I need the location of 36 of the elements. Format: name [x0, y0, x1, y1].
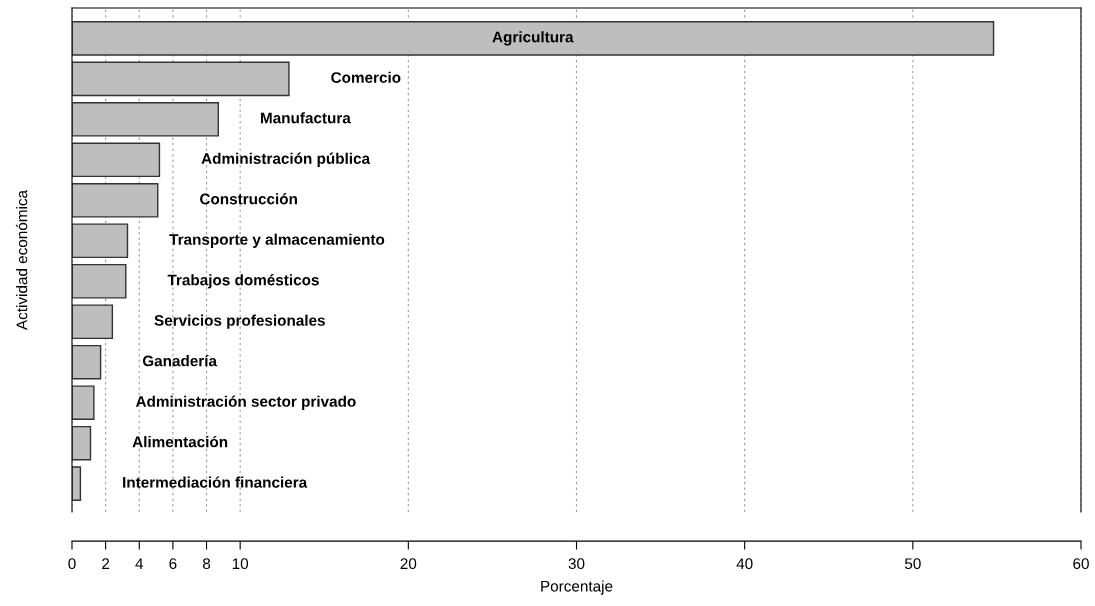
bar — [72, 21, 995, 56]
x-tick-label: 2 — [102, 558, 110, 569]
y-tick-label: Ganadería — [142, 354, 218, 367]
x-tick-label: 0 — [68, 558, 76, 570]
bar — [72, 344, 102, 380]
bar — [72, 223, 129, 259]
x-tick-label: 10 — [232, 558, 249, 570]
bar — [72, 425, 92, 461]
x-tick-label: 4 — [135, 558, 144, 569]
x-tick-label: 50 — [904, 558, 921, 570]
y-tick-label: Manufactura — [260, 112, 351, 124]
bar — [72, 102, 219, 137]
x-tick-label: 30 — [568, 558, 585, 570]
y-axis-title: Actividad económica — [15, 189, 28, 331]
y-tick-label: Comercio — [331, 71, 401, 83]
y-tick-label: Agricultura — [492, 31, 574, 46]
x-tick-label: 6 — [169, 558, 177, 570]
y-tick-label: Servicios profesionales — [154, 314, 325, 329]
y-tick-label: Administración pública — [201, 152, 371, 167]
bar — [72, 61, 290, 97]
y-tick-label: Administración sector privado — [135, 395, 356, 410]
bar — [72, 263, 127, 299]
y-tick-label: Intermediación financiera — [123, 476, 308, 488]
bar — [72, 304, 114, 340]
x-tick-label: 60 — [1073, 558, 1089, 570]
bar — [72, 385, 95, 420]
bar — [72, 182, 159, 218]
y-tick-label: Alimentación — [132, 435, 228, 448]
x-tick-label: 8 — [202, 558, 211, 570]
x-tick-label: 40 — [736, 558, 753, 570]
x-tick-label: 20 — [400, 558, 417, 570]
x-axis-title: Porcentaje — [541, 580, 613, 595]
bar — [72, 142, 161, 178]
y-tick-label: Construcción — [200, 193, 297, 205]
y-tick-label: Trabajos domésticos — [167, 274, 319, 289]
y-tick-label: Transporte y almacenamiento — [169, 233, 385, 248]
